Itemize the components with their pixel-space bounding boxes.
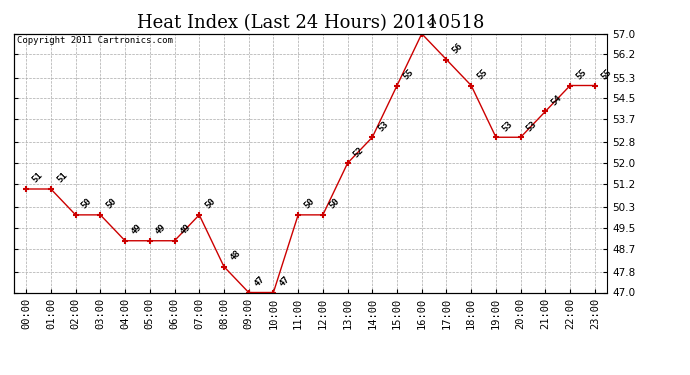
Text: 50: 50 <box>327 197 341 211</box>
Text: 50: 50 <box>80 197 94 211</box>
Text: Copyright 2011 Cartronics.com: Copyright 2011 Cartronics.com <box>17 36 172 45</box>
Text: 47: 47 <box>277 274 292 288</box>
Text: 55: 55 <box>401 68 415 81</box>
Text: 49: 49 <box>129 223 144 237</box>
Text: 56: 56 <box>451 42 464 56</box>
Text: 57: 57 <box>426 16 440 30</box>
Text: 53: 53 <box>500 119 514 133</box>
Text: 55: 55 <box>574 68 589 81</box>
Text: 50: 50 <box>302 197 316 211</box>
Text: 49: 49 <box>179 223 193 237</box>
Text: 48: 48 <box>228 249 242 262</box>
Text: 49: 49 <box>154 223 168 237</box>
Text: 47: 47 <box>253 274 267 288</box>
Text: 55: 55 <box>599 68 613 81</box>
Text: 53: 53 <box>525 119 539 133</box>
Text: 50: 50 <box>204 197 217 211</box>
Text: 54: 54 <box>549 93 564 107</box>
Text: 53: 53 <box>377 119 391 133</box>
Text: 51: 51 <box>55 171 69 185</box>
Text: 55: 55 <box>475 68 489 81</box>
Title: Heat Index (Last 24 Hours) 20110518: Heat Index (Last 24 Hours) 20110518 <box>137 14 484 32</box>
Text: 51: 51 <box>30 171 44 185</box>
Text: 50: 50 <box>104 197 119 211</box>
Text: 52: 52 <box>352 145 366 159</box>
